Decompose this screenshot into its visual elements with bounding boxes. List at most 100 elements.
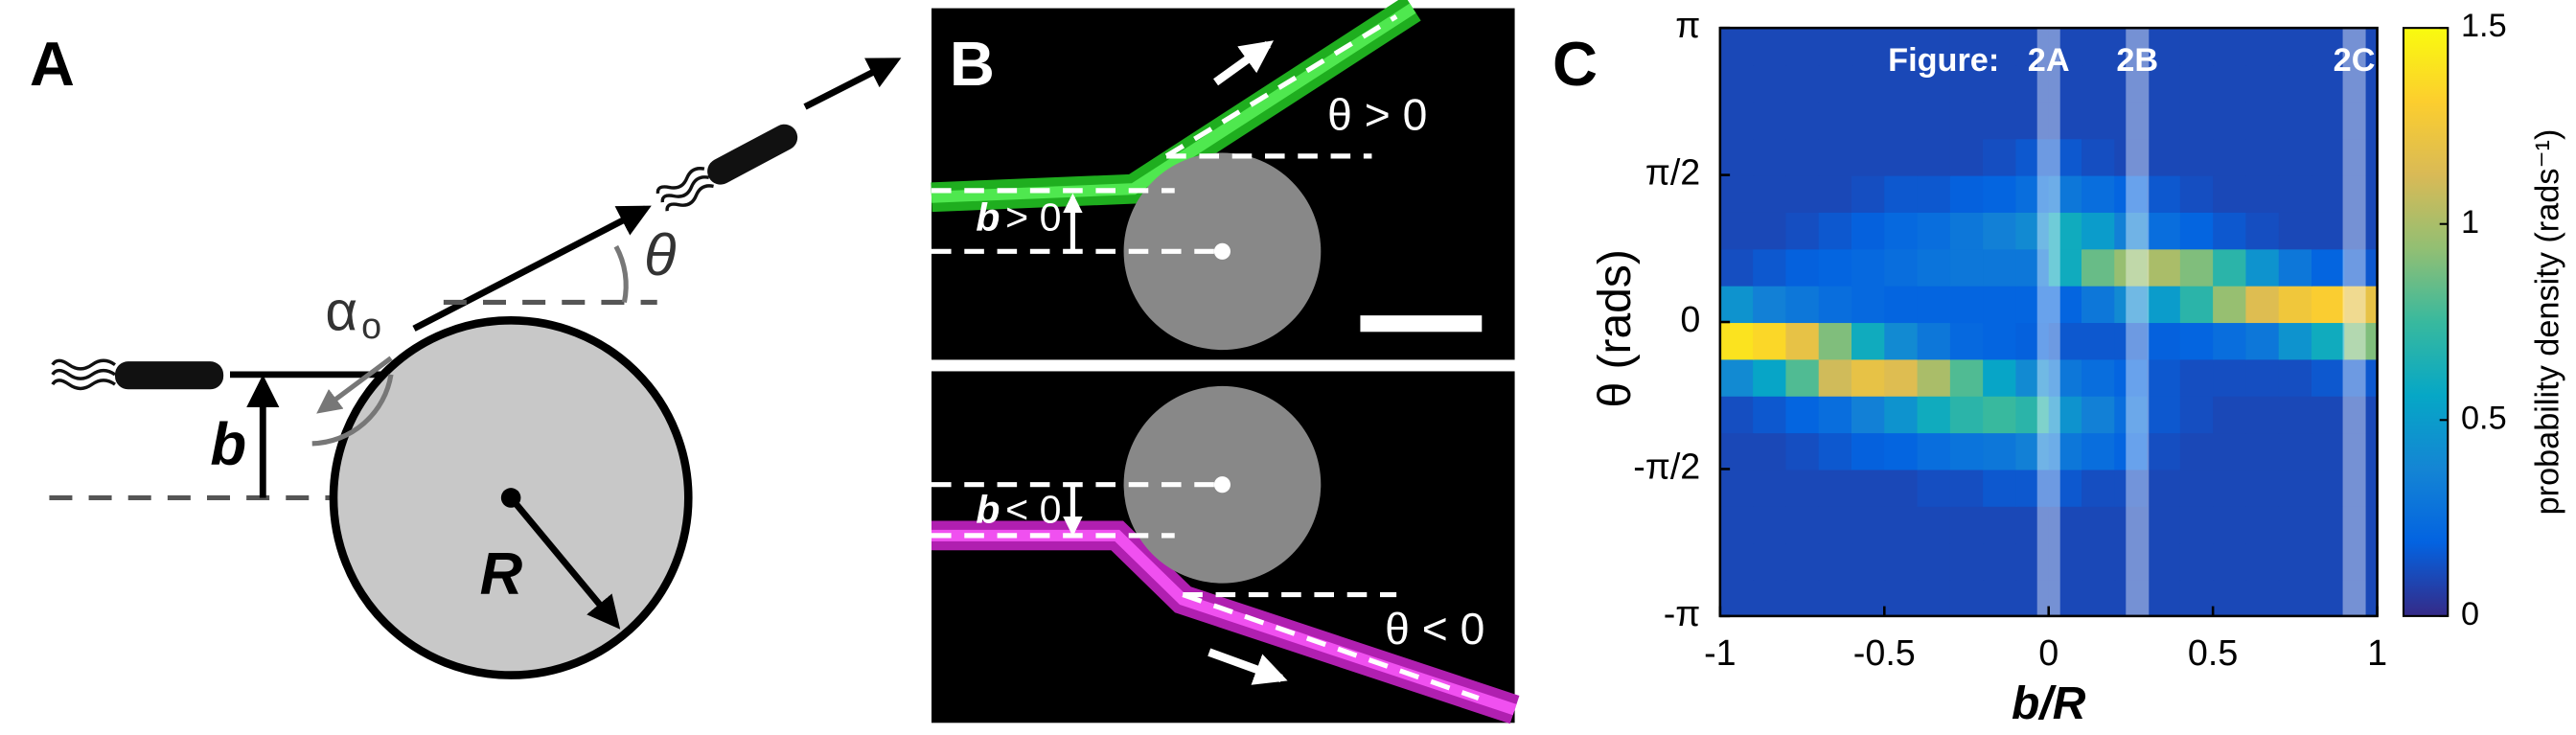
y-tick-label: π/2 [1645,152,1700,193]
heatmap-cell [1753,285,1787,324]
heatmap-cell [1917,469,1951,507]
highlight-label: 2A [2028,42,2070,79]
heatmap-cell [2245,505,2280,544]
heatmap-cell [1719,174,1755,213]
heatmap-cell [2015,322,2050,360]
heatmap-cell [2015,432,2050,471]
heatmap-cell [1884,432,1919,471]
heatmap-cell [2179,469,2215,507]
y-tick-label: -π [1664,593,1701,633]
colorbar-tick-label: 0 [2461,596,2479,632]
dashed-lines [932,13,1480,701]
heatmap-cell [2312,64,2346,103]
heatmap-cell [1983,138,2017,176]
heatmap-cell [2015,542,2050,581]
highlight-label: 2C [2334,42,2376,79]
y-tick-label: π [1675,5,1700,45]
heatmap-cell [2312,211,2346,250]
center [1213,242,1230,260]
heatmap-cell [2048,542,2083,581]
heatmap-cell [2114,432,2149,471]
heatmap-cell [2048,64,2083,103]
heatmap-cell [2147,469,2181,507]
heatmap-cell [2344,174,2379,213]
heatmap-cell [2344,358,2379,397]
heatmap-cell [2245,28,2280,66]
heatmap-cell [1753,505,1787,544]
heatmap-cell [1719,322,1755,360]
heatmap-cell [2312,322,2346,360]
heatmap-cell [2213,64,2247,103]
heatmap-cell [1785,542,1820,581]
heatmap-cell [1818,64,1853,103]
heatmap-cell [2048,432,2083,471]
heatmap-cell [2344,395,2379,434]
heatmap-cell [2278,505,2313,544]
heatmap-cell [1753,358,1787,397]
heatmap-cell [1852,469,1886,507]
alpha-pointer [316,356,393,414]
heatmap-cell [2179,138,2215,176]
heatmap-cell [1753,138,1787,176]
heatmap-cell [1852,358,1886,397]
trajectory-out [412,205,652,332]
heatmap-cell [1949,579,1985,617]
heatmap-cell [2245,358,2280,397]
heatmap-cell [2114,505,2149,544]
heatmap-cell [2015,248,2050,287]
heatmap-cell [2015,579,2050,617]
heatmap-cell [1785,211,1820,250]
heatmap-cell [1983,542,2017,581]
heatmap-cell [1753,174,1787,213]
heatmap-cell [1983,395,2017,434]
heatmap-cell [1818,432,1853,471]
heatmap-cell [2213,505,2247,544]
heatmap-cell [2114,101,2149,140]
heatmap-cell [1983,432,2017,471]
heatmap-cell [1884,138,1919,176]
heatmap-cell [1753,211,1787,250]
heatmap-cell [2245,579,2280,617]
heatmap-cell [2213,322,2247,360]
heatmap-cell [2245,432,2280,471]
heatmap-cell [2147,285,2181,324]
heatmap-cell [1983,505,2017,544]
dashed-line [1182,592,1480,701]
heatmap-cell [2278,285,2313,324]
heatmap-cell [2278,395,2313,434]
heatmap-cell [2245,395,2280,434]
heatmap-cell [1785,174,1820,213]
heatmap-cell [1818,28,1853,66]
flagella [51,358,116,391]
heatmap-cell [2213,28,2247,66]
heatmap-cell [1719,211,1755,250]
heatmap-cell [1818,579,1853,617]
heatmap-cell [1818,542,1853,581]
heatmap-cell [2048,211,2083,250]
heatmap-cell [2147,432,2181,471]
highlight-strip [2126,28,2150,616]
heatmap-cell [1719,248,1755,287]
heatmap-cell [1949,211,1985,250]
heatmap-cell [1917,101,1951,140]
heatmap-cell [1917,579,1951,617]
heatmap-cell [1917,28,1951,66]
heatmap-cell [1785,505,1820,544]
heatmap-cell [1949,542,1985,581]
heatmap-cell [1818,138,1853,176]
heatmap-cell [1818,358,1853,397]
heatmap-cell [1949,322,1985,360]
heatmap-cell [2245,469,2280,507]
panel-label: A [30,29,75,99]
heatmap-cell [1719,138,1755,176]
heatmap-cell [2114,322,2149,360]
heatmap-cell [1884,469,1919,507]
heatmap-cell [1949,138,1985,176]
heatmap-cell [2015,469,2050,507]
heatmap-cell [2312,28,2346,66]
heatmap-cell [2312,469,2346,507]
heatmap-cell [1719,542,1755,581]
y-tick-label: 0 [1680,299,1700,339]
heatmap-cell [1753,64,1787,103]
heatmap-cell [2147,64,2181,103]
